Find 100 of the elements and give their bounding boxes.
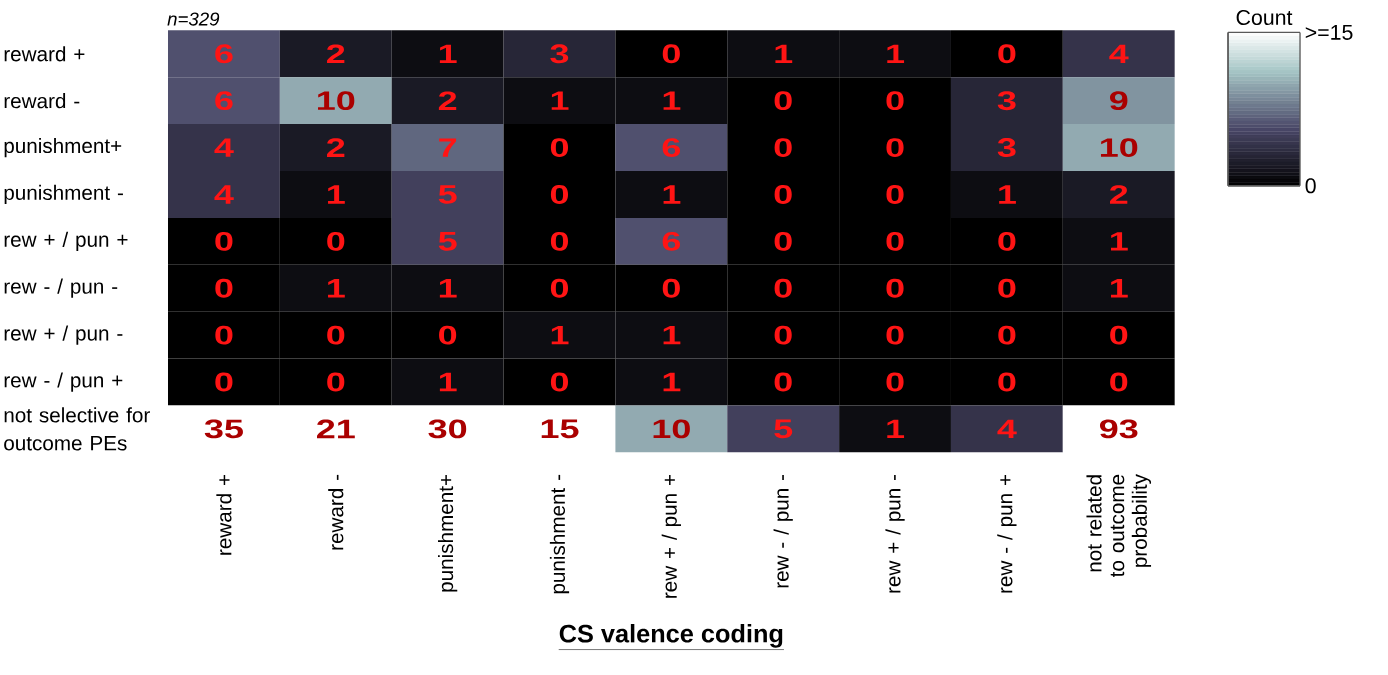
x-tick-label: rew - / pun + xyxy=(997,474,1017,593)
data-label: 0 xyxy=(550,278,569,298)
x-axis-title: CS valence coding xyxy=(559,623,783,648)
data-label: 4 xyxy=(214,138,234,157)
data-label: 1 xyxy=(439,372,457,392)
data-label: 4 xyxy=(997,419,1017,439)
data-label: 6 xyxy=(215,44,233,64)
data-label: 3 xyxy=(997,138,1016,158)
data-label: 0 xyxy=(998,231,1016,251)
data-label: 0 xyxy=(327,372,345,392)
data-label: 0 xyxy=(215,372,233,392)
data-label: 1 xyxy=(999,185,1016,204)
data-label: 0 xyxy=(774,185,792,204)
y-tick-label: reward - xyxy=(4,93,80,109)
x-tick-label: rew + / pun - xyxy=(885,474,905,593)
data-label: 0 xyxy=(215,278,233,298)
data-label: 0 xyxy=(215,231,233,251)
data-label: 6 xyxy=(215,91,233,111)
data-label: 2 xyxy=(327,138,345,157)
data-label: 0 xyxy=(886,325,904,345)
data-label: 0 xyxy=(886,372,904,392)
data-label: 1 xyxy=(663,372,681,392)
y-tick-label: rew + / pun + xyxy=(4,231,128,251)
data-label: 1 xyxy=(551,325,569,345)
data-label: 2 xyxy=(327,44,345,64)
x-tick-label: rew - / pun - xyxy=(773,474,793,588)
data-label: 0 xyxy=(774,138,792,157)
data-label: 0 xyxy=(998,44,1016,64)
data-label: 2 xyxy=(438,91,457,110)
color-bar-label: 0 xyxy=(1305,178,1316,194)
data-label: 0 xyxy=(774,278,792,298)
y-tick-label: rew - / pun + xyxy=(4,372,123,392)
y-tick-label: not selective for outcome PEs xyxy=(4,407,150,451)
data-label: 1 xyxy=(663,325,681,345)
data-label: 0 xyxy=(774,372,792,392)
color-bar-label: >=15 xyxy=(1305,25,1353,40)
data-label: 0 xyxy=(550,138,569,157)
data-label: 0 xyxy=(662,44,680,64)
data-label: 1 xyxy=(1110,279,1128,298)
data-label: 3 xyxy=(550,44,569,64)
data-label: 0 xyxy=(998,325,1016,345)
x-tick-label: punishment+ xyxy=(438,474,458,592)
x-tick-label: rew + / pun + xyxy=(661,474,681,598)
data-label: 1 xyxy=(887,419,905,439)
y-tick-label: rew - / pun - xyxy=(4,278,118,298)
data-label: 0 xyxy=(998,372,1016,392)
x-tick-label: not related to outcome probability xyxy=(1086,474,1152,578)
data-label: 1 xyxy=(663,185,681,204)
data-label: 0 xyxy=(886,138,904,157)
data-label: 0 xyxy=(327,325,345,345)
data-label: 1 xyxy=(328,185,345,204)
data-label: 0 xyxy=(439,325,457,345)
data-label: 0 xyxy=(886,231,904,251)
x-tick-label: reward - xyxy=(328,474,344,550)
data-label: 1 xyxy=(328,279,345,298)
data-label: 4 xyxy=(214,185,234,204)
data-label: 93 xyxy=(1099,419,1138,439)
data-label: 0 xyxy=(774,325,792,345)
data-label: 30 xyxy=(428,419,467,439)
data-label: 0 xyxy=(774,231,792,251)
x-tick-label: punishment - xyxy=(549,474,570,594)
y-tick-label: rew + / pun - xyxy=(4,325,123,345)
data-label: 0 xyxy=(327,231,345,251)
data-label: 6 xyxy=(662,138,681,157)
data-label: 35 xyxy=(204,419,243,439)
data-label: 7 xyxy=(439,138,457,157)
data-label: 9 xyxy=(1109,91,1128,111)
data-label: 10 xyxy=(653,419,690,439)
data-label: 0 xyxy=(886,185,904,204)
x-tick-label: reward + xyxy=(216,474,232,555)
data-label: 1 xyxy=(663,91,681,110)
data-label: 0 xyxy=(886,278,904,298)
y-tick-label: punishment+ xyxy=(4,137,122,158)
data-label: 3 xyxy=(997,91,1016,111)
y-tick-label: reward + xyxy=(4,46,85,62)
data-label: 0 xyxy=(215,325,233,345)
data-label: 5 xyxy=(438,185,457,204)
data-label: 0 xyxy=(1110,325,1128,345)
data-label: 1 xyxy=(1110,232,1128,251)
data-label: 1 xyxy=(439,279,457,298)
data-label: 5 xyxy=(774,419,793,439)
data-label: 0 xyxy=(998,278,1016,298)
data-label: 0 xyxy=(550,372,569,392)
color-bar-title: Count xyxy=(1236,9,1293,26)
data-label: 0 xyxy=(550,231,569,251)
data-label: 21 xyxy=(317,419,355,439)
data-label: 1 xyxy=(887,44,905,63)
data-label: 6 xyxy=(662,231,681,251)
data-label: 0 xyxy=(886,91,904,111)
data-label: 4 xyxy=(1109,44,1129,63)
data-label: 5 xyxy=(438,232,457,251)
data-label: 0 xyxy=(662,278,680,298)
data-label: 10 xyxy=(1100,138,1138,157)
data-label: 1 xyxy=(439,44,457,63)
data-label: 15 xyxy=(541,419,579,439)
data-label: 1 xyxy=(775,44,793,63)
data-label: 10 xyxy=(318,91,355,111)
data-label: 2 xyxy=(1109,185,1128,204)
text: n=329 xyxy=(167,12,220,26)
data-label: 0 xyxy=(774,91,792,111)
